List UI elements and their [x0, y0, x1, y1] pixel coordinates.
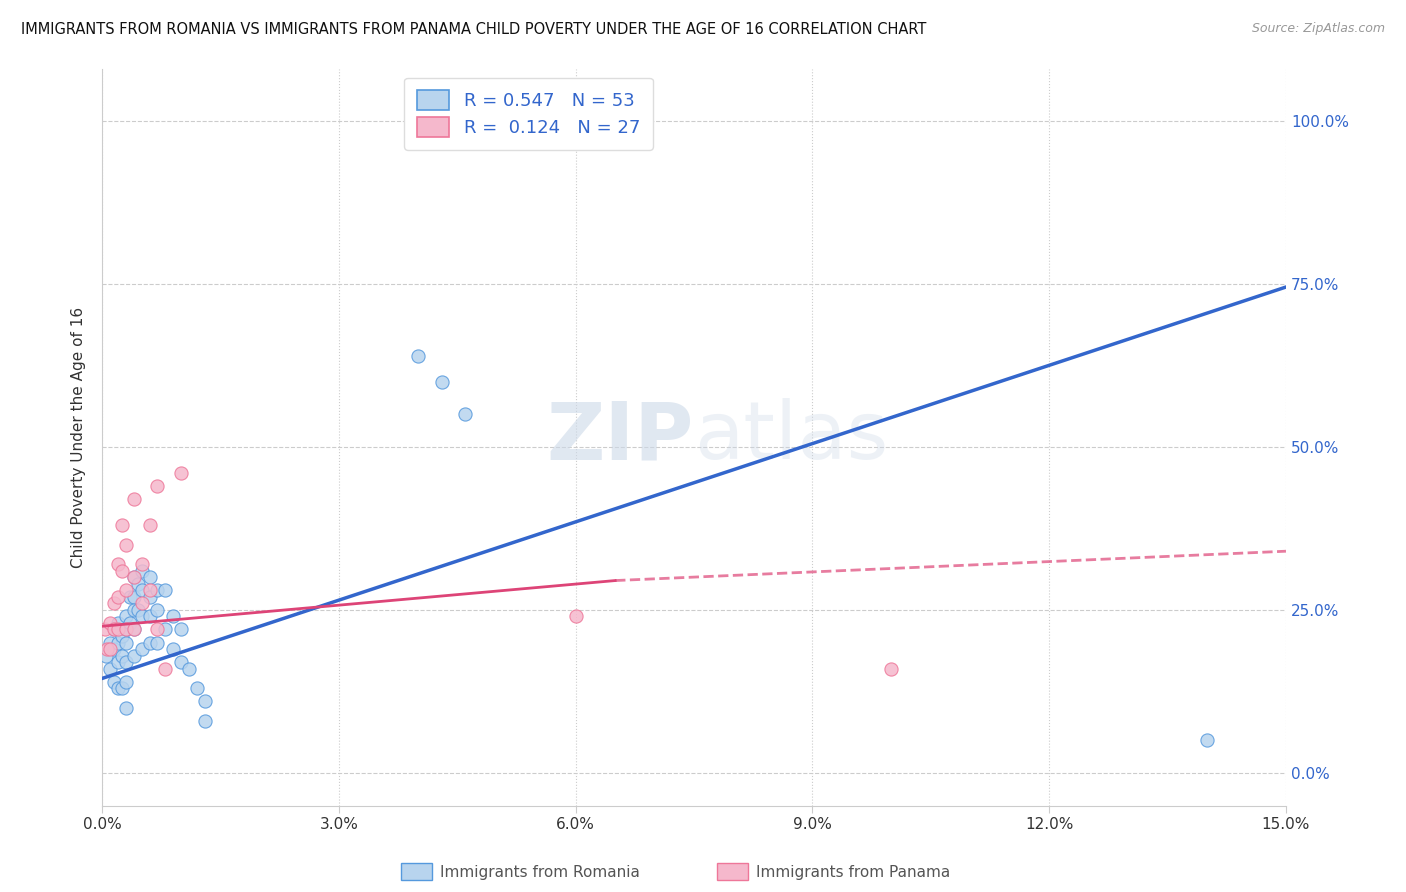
Point	[146, 479, 169, 493]
Point	[127, 603, 149, 617]
Point	[138, 518, 160, 533]
Point	[454, 407, 477, 421]
Point	[111, 681, 134, 696]
Point	[131, 609, 153, 624]
Point	[162, 642, 184, 657]
Point	[170, 466, 193, 480]
Point	[118, 615, 141, 630]
Point	[118, 590, 141, 604]
Text: Immigrants from Romania: Immigrants from Romania	[440, 865, 640, 880]
Point	[103, 596, 125, 610]
Point	[138, 583, 160, 598]
Point	[131, 564, 153, 578]
Point	[111, 564, 134, 578]
Point	[131, 642, 153, 657]
Text: ZIP: ZIP	[547, 398, 695, 476]
Text: Immigrants from Panama: Immigrants from Panama	[756, 865, 950, 880]
Point	[107, 623, 129, 637]
Point	[107, 635, 129, 649]
Point	[131, 583, 153, 598]
Point	[107, 681, 129, 696]
Point	[122, 623, 145, 637]
Point	[111, 518, 134, 533]
Point	[115, 538, 138, 552]
Point	[115, 674, 138, 689]
Point	[122, 491, 145, 506]
Point	[96, 642, 118, 657]
Point	[115, 700, 138, 714]
Point	[98, 615, 121, 630]
Point	[103, 623, 125, 637]
Legend: R = 0.547   N = 53, R =  0.124   N = 27: R = 0.547 N = 53, R = 0.124 N = 27	[404, 78, 652, 150]
Point	[880, 662, 903, 676]
Point	[170, 655, 193, 669]
Point	[194, 694, 217, 708]
Point	[107, 590, 129, 604]
Point	[111, 648, 134, 663]
Point	[131, 596, 153, 610]
Point	[131, 558, 153, 572]
Point	[430, 375, 453, 389]
Point	[146, 583, 169, 598]
Point	[406, 349, 429, 363]
Point	[155, 662, 177, 676]
Point	[186, 681, 208, 696]
Point	[103, 623, 125, 637]
Point	[127, 577, 149, 591]
Point	[93, 623, 115, 637]
Point	[155, 623, 177, 637]
Point	[146, 635, 169, 649]
Point	[146, 623, 169, 637]
Point	[115, 655, 138, 669]
Point	[98, 635, 121, 649]
Point	[103, 642, 125, 657]
Point	[122, 623, 145, 637]
Point	[107, 558, 129, 572]
Point	[170, 623, 193, 637]
Point	[1195, 733, 1218, 747]
Point	[146, 603, 169, 617]
Point	[138, 570, 160, 584]
Point	[98, 662, 121, 676]
Point	[162, 609, 184, 624]
Point	[115, 609, 138, 624]
Point	[96, 648, 118, 663]
Point	[122, 603, 145, 617]
Point	[115, 583, 138, 598]
Point	[111, 629, 134, 643]
Point	[122, 570, 145, 584]
Point	[122, 590, 145, 604]
Point	[98, 642, 121, 657]
Point	[177, 662, 200, 676]
Point	[138, 635, 160, 649]
Text: IMMIGRANTS FROM ROMANIA VS IMMIGRANTS FROM PANAMA CHILD POVERTY UNDER THE AGE OF: IMMIGRANTS FROM ROMANIA VS IMMIGRANTS FR…	[21, 22, 927, 37]
Point	[107, 655, 129, 669]
Text: Source: ZipAtlas.com: Source: ZipAtlas.com	[1251, 22, 1385, 36]
Point	[103, 674, 125, 689]
Point	[138, 609, 160, 624]
Point	[194, 714, 217, 728]
Point	[115, 623, 138, 637]
Point	[107, 615, 129, 630]
Point	[115, 623, 138, 637]
Point	[122, 648, 145, 663]
Y-axis label: Child Poverty Under the Age of 16: Child Poverty Under the Age of 16	[72, 307, 86, 567]
Point	[115, 635, 138, 649]
Text: atlas: atlas	[695, 398, 889, 476]
Point	[122, 570, 145, 584]
Point	[138, 590, 160, 604]
Point	[564, 609, 586, 624]
Point	[155, 583, 177, 598]
